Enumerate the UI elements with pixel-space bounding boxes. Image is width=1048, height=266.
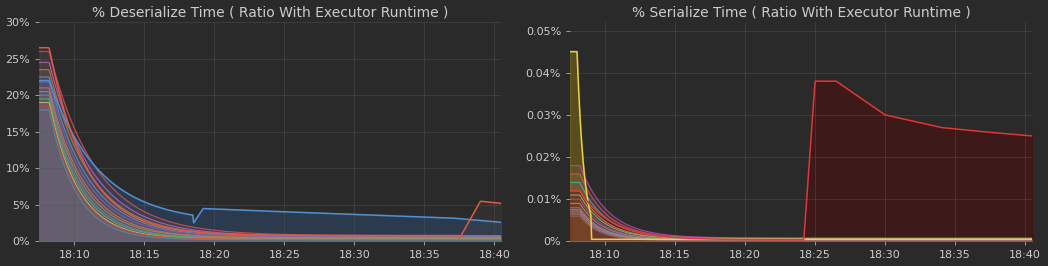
Title: % Serialize Time ( Ratio With Executor Runtime ): % Serialize Time ( Ratio With Executor R… bbox=[632, 6, 970, 20]
Title: % Deserialize Time ( Ratio With Executor Runtime ): % Deserialize Time ( Ratio With Executor… bbox=[92, 6, 449, 20]
